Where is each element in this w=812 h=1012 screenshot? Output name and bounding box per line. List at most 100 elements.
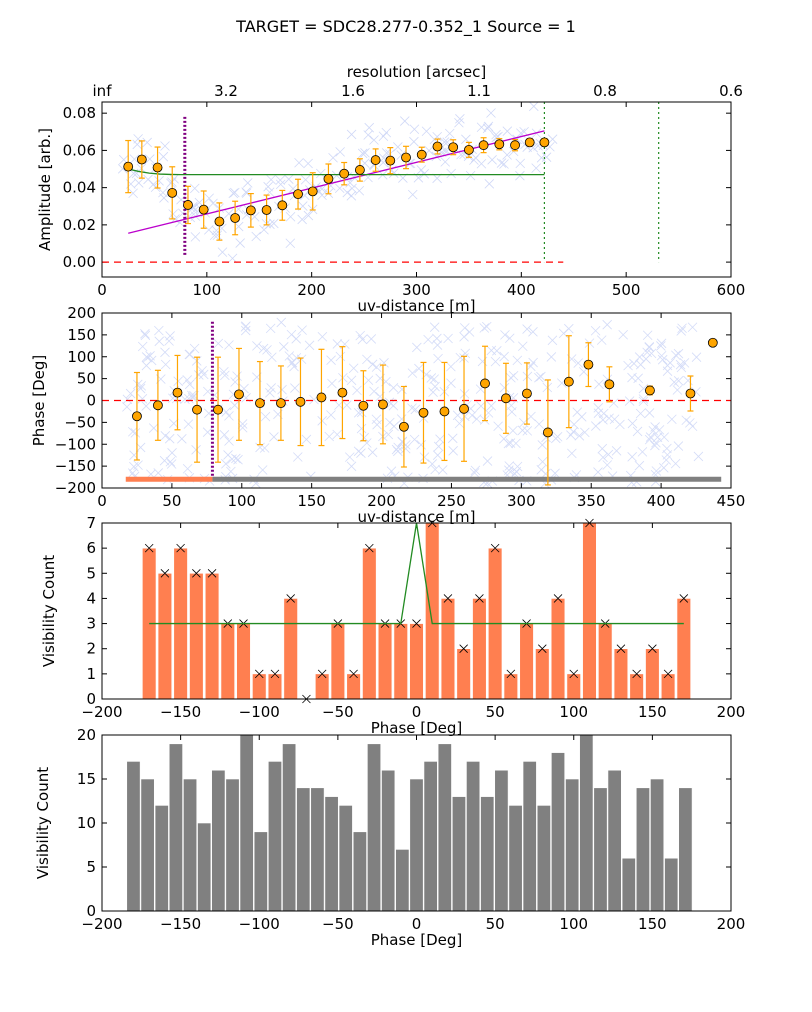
visibility-point bbox=[328, 152, 338, 163]
visibility-point bbox=[168, 209, 178, 219]
visibility-point bbox=[447, 433, 458, 444]
data-point bbox=[245, 205, 256, 216]
visibility-point bbox=[673, 441, 684, 451]
bar-top-marker bbox=[648, 644, 657, 653]
top-tick-label: 0.8 bbox=[593, 82, 617, 100]
x-tick-label: 500 bbox=[612, 281, 641, 299]
x-tick-label: 400 bbox=[647, 492, 676, 510]
data-point bbox=[416, 149, 427, 160]
visibility-point bbox=[558, 328, 569, 339]
visibility-point bbox=[354, 185, 365, 196]
histogram-bar bbox=[157, 572, 173, 700]
visibility-point bbox=[419, 452, 430, 462]
y-tick-label: −100 bbox=[55, 435, 96, 453]
x-tick-label: 150 bbox=[638, 915, 667, 933]
visibility-point bbox=[657, 354, 668, 365]
bar-top-marker bbox=[412, 619, 421, 628]
visibility-point bbox=[479, 323, 490, 333]
histogram-bar bbox=[267, 673, 283, 700]
data-point bbox=[510, 140, 520, 151]
histogram-bar bbox=[367, 743, 382, 912]
visibility-point bbox=[641, 354, 651, 364]
y-tick-label: 0.00 bbox=[63, 253, 96, 271]
x-axis-label: Phase [Deg] bbox=[371, 719, 463, 737]
visibility-point bbox=[232, 371, 242, 381]
visibility-point bbox=[500, 330, 510, 340]
histogram-bar bbox=[330, 623, 346, 700]
visibility-point bbox=[344, 452, 355, 462]
visibility-point bbox=[165, 331, 175, 341]
visibility-point bbox=[296, 354, 307, 365]
histogram-bar bbox=[440, 598, 456, 700]
visibility-point bbox=[635, 408, 646, 419]
visibility-point bbox=[187, 390, 197, 401]
visibility-point bbox=[275, 175, 286, 185]
phase-panel: 0 50 100 150 200 250 300 350 400 450 −200 −150 −100 −… bbox=[30, 304, 745, 526]
visibility-point bbox=[148, 423, 159, 433]
x-tick-label: 200 bbox=[367, 492, 396, 510]
visibility-point bbox=[154, 336, 165, 347]
top-tick-label: 0.6 bbox=[719, 82, 743, 100]
visibility-point bbox=[670, 458, 681, 469]
histogram-bar bbox=[437, 743, 452, 912]
data-point bbox=[136, 154, 147, 165]
visibility-point bbox=[293, 452, 303, 462]
x-axis-label: Phase [Deg] bbox=[371, 931, 463, 949]
visibility-point bbox=[471, 414, 482, 424]
bar-top-marker bbox=[349, 669, 358, 679]
data-point bbox=[295, 396, 306, 407]
visibility-point bbox=[165, 456, 176, 467]
visibility-point bbox=[517, 341, 528, 352]
visibility-point bbox=[572, 407, 583, 417]
histogram-bar bbox=[315, 673, 330, 700]
histogram-bar bbox=[409, 778, 424, 912]
visibility-point bbox=[410, 404, 421, 415]
bar-top-marker bbox=[176, 543, 185, 553]
data-point bbox=[539, 137, 550, 148]
bar-top-marker bbox=[459, 644, 468, 653]
data-point bbox=[316, 392, 327, 403]
visibility-point bbox=[227, 454, 237, 464]
visibility-point bbox=[454, 117, 464, 128]
visibility-point bbox=[159, 193, 169, 203]
visibility-point bbox=[409, 434, 420, 445]
visibility-point bbox=[197, 365, 207, 376]
data-point bbox=[478, 140, 489, 151]
visibility-point bbox=[432, 450, 443, 460]
visibility-point bbox=[213, 338, 224, 349]
histogram-bar bbox=[566, 673, 581, 700]
visibility-point bbox=[128, 188, 138, 199]
visibility-point bbox=[241, 188, 252, 198]
bar-top-marker bbox=[475, 594, 484, 603]
visibility-point bbox=[486, 401, 497, 411]
visibility-point bbox=[481, 321, 492, 332]
visibility-point bbox=[166, 459, 177, 469]
visibility-point bbox=[259, 224, 269, 235]
histogram-bar bbox=[377, 623, 393, 700]
visibility-point bbox=[378, 131, 389, 142]
visibility-point bbox=[262, 345, 272, 355]
visibility-point bbox=[409, 124, 420, 135]
data-point bbox=[501, 393, 511, 404]
visibility-point bbox=[237, 422, 248, 433]
visibility-point bbox=[483, 121, 494, 132]
top-tick-label: 1.6 bbox=[341, 82, 365, 100]
visibility-point bbox=[492, 346, 502, 356]
visibility-point bbox=[332, 429, 342, 440]
data-point bbox=[307, 186, 318, 197]
visibility-point bbox=[416, 165, 427, 175]
visibility-point bbox=[528, 357, 538, 368]
visibility-point bbox=[260, 411, 271, 422]
histogram-bar bbox=[154, 805, 169, 912]
histogram-bar bbox=[635, 787, 650, 912]
visibility-point bbox=[464, 327, 475, 337]
visibility-point bbox=[632, 426, 643, 437]
visibility-point bbox=[624, 396, 635, 406]
visibility-point bbox=[656, 338, 667, 349]
bar-top-marker bbox=[490, 543, 500, 553]
data-point bbox=[167, 187, 178, 198]
data-point bbox=[123, 161, 134, 172]
visibility-point bbox=[499, 159, 509, 169]
visibility-point bbox=[490, 356, 501, 367]
visibility-point bbox=[326, 410, 336, 420]
